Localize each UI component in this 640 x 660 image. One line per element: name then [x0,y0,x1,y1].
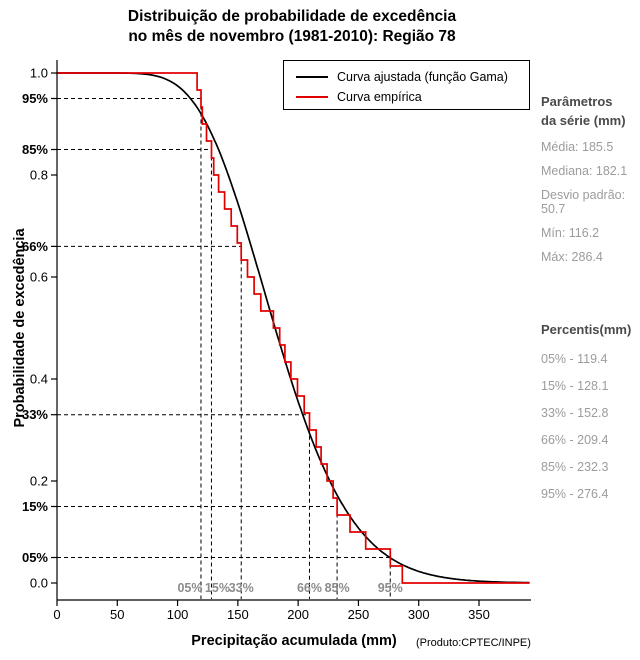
legend: Curva ajustada (função Gama) Curva empír… [283,60,530,110]
x-axis-label: Precipitação acumulada (mm) [191,633,397,649]
percentile-05: 05% - 119.4 [541,352,608,366]
params-heading-line2: da série (mm) [541,113,626,128]
y-percent-tick-label: 66% [22,239,48,254]
source-credit: (Produto:CPTEC/INPE) [416,637,531,649]
y-tick-label: 0.4 [30,372,48,387]
percentile-66: 66% - 209.4 [541,433,609,447]
x-tick-label: 100 [167,607,189,622]
chart-title-line1: Distribuição de probabilidade de excedên… [127,8,457,25]
x-tick-label: 350 [468,607,490,622]
empirical-curve [57,72,530,584]
y-percent-tick-label: 33% [22,407,48,422]
y-tick-label: 0.0 [30,576,48,591]
percentile-x-label: 85% [325,581,350,595]
y-tick-label: 0.8 [30,168,48,183]
x-tick-label: 0 [53,607,60,622]
percentile-95: 95% - 276.4 [541,487,609,501]
x-tick-label: 150 [227,607,249,622]
y-percent-tick-label: 85% [22,142,48,157]
y-percent-tick-label: 05% [22,550,48,565]
stat-min: Mín: 116.2 [541,226,600,240]
percentile-33: 33% - 152.8 [541,406,609,420]
params-heading: Parâmetros da série (mm) [541,92,638,130]
y-axis-label: Probabilidade de excedência [12,228,28,428]
percentile-85: 85% - 232.3 [541,460,609,474]
legend-label-empirical: Curva empírica [337,89,422,104]
stat-max: Máx: 286.4 [541,250,603,264]
stat-media: Média: 185.5 [541,140,614,154]
x-tick-label: 200 [287,607,309,622]
percentile-15: 15% - 128.1 [541,379,609,393]
fitted-curve-swatch [296,75,328,78]
chart-title-line2: no mês de novembro (1981-2010): Região 7… [128,28,456,45]
empirical-curve-swatch [296,95,328,98]
params-heading-line1: Parâmetros [541,94,613,109]
legend-label-fitted: Curva ajustada (função Gama) [337,69,508,84]
legend-item-empirical: Curva empírica [296,88,529,105]
y-tick-label: 0.2 [30,474,48,489]
legend-item-fitted: Curva ajustada (função Gama) [296,68,529,85]
y-percent-tick-label: 15% [22,499,48,514]
percentiles-heading: Percentis(mm) [541,322,632,337]
percentile-x-label: 05% [177,581,202,595]
stats-panel: Parâmetros da série (mm) Média: 185.5 Me… [541,92,638,501]
y-tick-label: 1.0 [30,66,48,81]
stat-desvio-padrao: Desvio padrão: 50.7 [541,188,626,216]
chart-title: Distribuição de probabilidade de excedên… [0,7,584,47]
x-tick-label: 50 [110,607,124,622]
y-percent-tick-label: 95% [22,91,48,106]
x-tick-label: 300 [408,607,430,622]
percentile-x-label: 33% [229,581,254,595]
percentile-x-label: 95% [378,581,403,595]
y-tick-label: 0.6 [30,270,48,285]
x-tick-label: 250 [348,607,370,622]
stat-mediana: Mediana: 182.1 [541,164,628,178]
percentile-x-label: 66% [297,581,322,595]
percentile-x-label: 15% [205,581,230,595]
